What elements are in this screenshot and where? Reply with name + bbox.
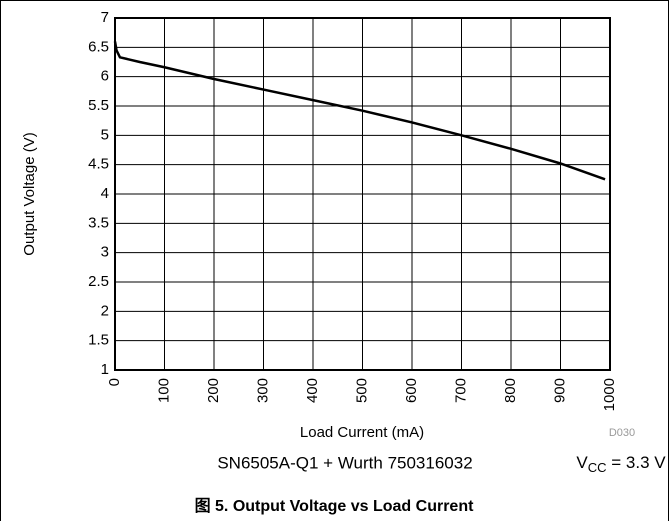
condition-symbol: V xyxy=(576,453,588,472)
y-tick-label: 4 xyxy=(101,185,109,202)
x-axis-label: Load Current (mA) xyxy=(300,424,424,441)
x-tick-label: 300 xyxy=(254,378,271,403)
x-tick-label: 100 xyxy=(155,378,172,403)
x-tick-label: 1000 xyxy=(601,378,618,411)
y-tick-label: 5.5 xyxy=(88,97,109,114)
x-tick-label: 600 xyxy=(403,378,420,403)
y-tick-label: 6 xyxy=(101,68,109,85)
note: SN6505A-Q1 + Wurth 750316032 xyxy=(217,453,472,472)
condition-rest: = 3.3 V xyxy=(607,453,667,472)
y-tick-label: 1 xyxy=(101,361,109,378)
condition-subscript: CC xyxy=(588,460,607,475)
y-tick-label: 2 xyxy=(101,302,109,319)
figure-code: D030 xyxy=(609,427,635,439)
plot-border xyxy=(114,17,611,371)
x-tick-label: 200 xyxy=(205,378,222,403)
x-tick-label: 0 xyxy=(106,378,123,386)
data-line xyxy=(113,41,606,181)
y-tick-label: 6.5 xyxy=(88,38,109,55)
y-tick-label: 2.5 xyxy=(88,273,109,290)
condition: VCC = 3.3 V xyxy=(576,453,666,475)
x-tick-label: 500 xyxy=(353,378,370,403)
y-tick-label: 5 xyxy=(101,126,109,143)
x-tick-label: 700 xyxy=(452,378,469,403)
y-tick-label: 3.5 xyxy=(88,214,109,231)
y-axis-label: Output Voltage (V) xyxy=(21,132,38,255)
x-tick-label: 400 xyxy=(304,378,321,403)
y-tick-label: 4.5 xyxy=(88,156,109,173)
x-tick-label: 800 xyxy=(502,378,519,403)
y-tick-label: 1.5 xyxy=(88,332,109,349)
x-tick-label: 900 xyxy=(551,378,568,403)
caption: 图 5. Output Voltage vs Load Current xyxy=(195,497,475,515)
y-tick-label: 3 xyxy=(101,244,109,261)
y-tick-label: 7 xyxy=(101,9,109,26)
